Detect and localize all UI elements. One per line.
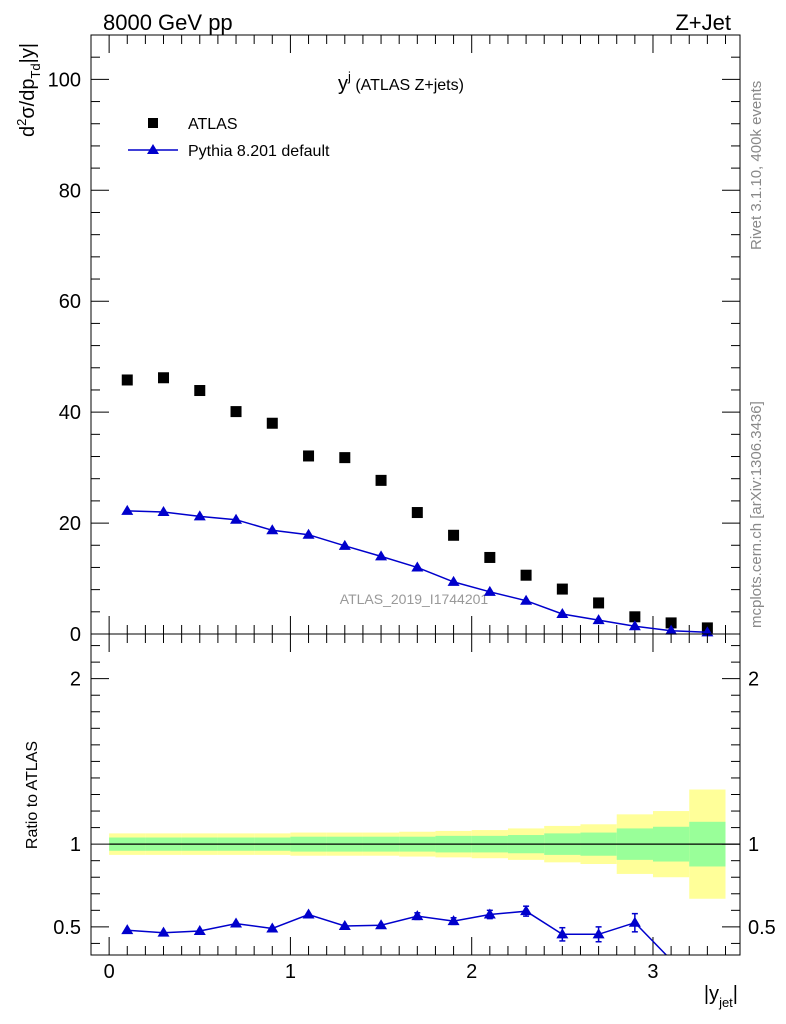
ratio-ytick-label: 1 [70,834,81,856]
atlas-point [520,569,532,581]
top-ytick-label: 40 [59,402,81,424]
ratio-point [121,924,134,935]
atlas-point [593,597,605,609]
pythia-point [628,620,641,631]
x-axis-label: |yjet| [704,983,738,1010]
pythia-point [266,524,279,535]
ratio-point [628,916,641,927]
ratio-panel: 0.5 0.5 1 1 2 2 0 1 2 3 Ratio to ATLAS |yjet| [24,633,776,1010]
ratio-ytick-label-right: 1 [748,834,759,856]
watermark: ATLAS_2019_I1744201 [340,591,489,607]
title-rest: (ATLAS Z+jets) [351,77,464,94]
mcplots-label: mcplots.cern.ch [arXiv:1306.3436] [748,401,765,628]
rivet-label: Rivet 3.1.10, 400k events [748,81,765,250]
pythia-point [375,550,388,561]
xtick-label: 3 [647,961,658,983]
pythia-point [411,561,424,572]
pythia-point [483,585,496,596]
atlas-point [665,617,677,629]
atlas-point [556,583,568,595]
pythia-line [127,510,708,634]
pythia-point [338,539,351,550]
legend-label-pythia: Pythia 8.201 default [188,143,330,160]
ratio-line [127,910,668,955]
atlas-point [230,406,242,418]
ratio-point [520,905,533,916]
legend: ATLAS Pythia 8.201 default [128,116,330,160]
atlas-point [411,507,423,519]
ratio-point [302,908,315,919]
atlas-point [484,551,496,563]
pythia-point [157,505,170,516]
top-ytick-label: 100 [48,69,81,91]
atlas-point [375,474,387,486]
atlas-point [339,452,351,464]
ratio-point [230,917,243,928]
atlas-point [266,417,278,429]
ratio-point [447,915,460,926]
atlas-point [194,385,206,397]
top-ylabel: d2σ/dpTd|y| [14,43,43,137]
ratio-series [121,905,668,955]
ratio-ytick-label: 2 [70,669,81,691]
top-plot-title: yj (ATLAS Z+jets) [338,69,464,95]
title-main: y [338,73,348,95]
ratio-frame [90,633,741,956]
top-ytick-label: 20 [59,513,81,535]
pythia-point [230,513,243,524]
pythia-point [592,614,605,625]
atlas-point [303,450,315,462]
ratio-point [483,908,496,919]
legend-marker-atlas [148,118,158,128]
xtick-label: 2 [466,961,477,983]
pythia-point [302,528,315,539]
atlas-point [121,374,133,386]
top-ytick-label: 80 [59,180,81,202]
ratio-ylabel: Ratio to ATLAS [24,741,41,849]
ratio-point [375,919,388,930]
ratio-ytick-label-right: 2 [748,669,759,691]
atlas-point [448,529,460,541]
ratio-point [338,920,351,931]
xtick-label: 0 [104,961,115,983]
atlas-point [158,372,170,384]
ratio-point [157,926,170,937]
pythia-point [556,608,569,619]
legend-marker-pythia [147,144,159,154]
top-ytick-label: 60 [59,291,81,313]
top-panel: yj (ATLAS Z+jets) ATLAS_2019_I1744201 0 2… [14,34,741,646]
xtick-label: 1 [285,961,296,983]
ratio-ytick-label: 0.5 [53,917,81,939]
ratio-point [193,925,206,936]
ratio-point [411,910,424,921]
ratio-point [266,922,279,933]
pythia-point [193,510,206,521]
pythia-point [447,575,460,586]
pythia-point [121,504,134,515]
ratio-point [556,928,569,939]
header-left: 8000 GeV pp [103,10,233,35]
pythia-point [665,624,678,635]
top-ytick-label: 0 [70,624,81,646]
ratio-point [592,928,605,939]
ratio-ytick-label-right: 0.5 [748,917,776,939]
title-sup: j [347,69,351,84]
legend-label-atlas: ATLAS [188,116,238,133]
pythia-point [520,594,533,605]
atlas-point [629,611,641,623]
header-right: Z+Jet [675,10,731,35]
